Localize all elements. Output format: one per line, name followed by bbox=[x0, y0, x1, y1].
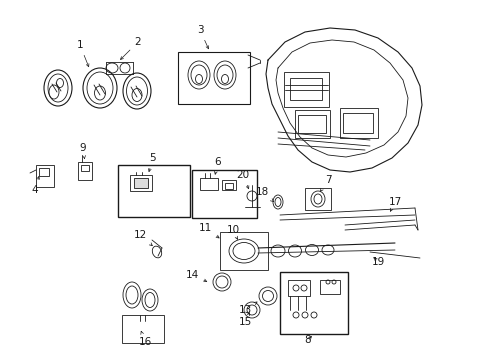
Bar bbox=[178, 52, 249, 104]
Text: 5: 5 bbox=[148, 153, 156, 172]
Bar bbox=[294, 110, 329, 138]
Bar bbox=[192, 170, 257, 218]
Bar bbox=[122, 315, 163, 343]
Bar bbox=[39, 168, 49, 176]
Bar bbox=[289, 78, 321, 100]
Text: 3: 3 bbox=[196, 25, 208, 49]
Text: 13: 13 bbox=[238, 302, 257, 315]
Text: 11: 11 bbox=[198, 223, 219, 238]
Text: 15: 15 bbox=[238, 313, 251, 327]
Text: 4: 4 bbox=[32, 176, 40, 195]
Bar bbox=[339, 108, 377, 138]
Bar bbox=[287, 280, 309, 296]
Bar bbox=[305, 188, 330, 210]
Bar bbox=[280, 272, 347, 334]
Bar bbox=[297, 115, 325, 133]
Text: 10: 10 bbox=[226, 225, 239, 239]
Bar bbox=[118, 165, 190, 217]
Bar bbox=[220, 232, 267, 270]
Bar bbox=[134, 178, 148, 188]
Text: 14: 14 bbox=[185, 270, 206, 282]
Bar bbox=[36, 165, 54, 187]
Text: 6: 6 bbox=[214, 157, 221, 174]
Text: 2: 2 bbox=[120, 37, 141, 59]
Text: 1: 1 bbox=[77, 40, 89, 67]
Text: 16: 16 bbox=[138, 331, 151, 347]
Text: 19: 19 bbox=[370, 257, 384, 267]
Bar bbox=[284, 72, 328, 107]
Bar bbox=[319, 280, 339, 294]
Bar bbox=[342, 113, 372, 133]
Text: 12: 12 bbox=[133, 230, 152, 246]
Text: 7: 7 bbox=[320, 175, 331, 192]
Text: 9: 9 bbox=[80, 143, 86, 159]
Text: 20: 20 bbox=[236, 170, 249, 189]
Bar bbox=[78, 162, 92, 180]
Bar bbox=[224, 183, 232, 189]
Text: 17: 17 bbox=[387, 197, 401, 211]
Bar bbox=[130, 175, 152, 191]
Text: 18: 18 bbox=[255, 187, 273, 202]
Bar bbox=[222, 180, 236, 190]
Bar bbox=[81, 165, 89, 171]
Text: 8: 8 bbox=[304, 335, 311, 345]
Bar bbox=[200, 178, 218, 190]
